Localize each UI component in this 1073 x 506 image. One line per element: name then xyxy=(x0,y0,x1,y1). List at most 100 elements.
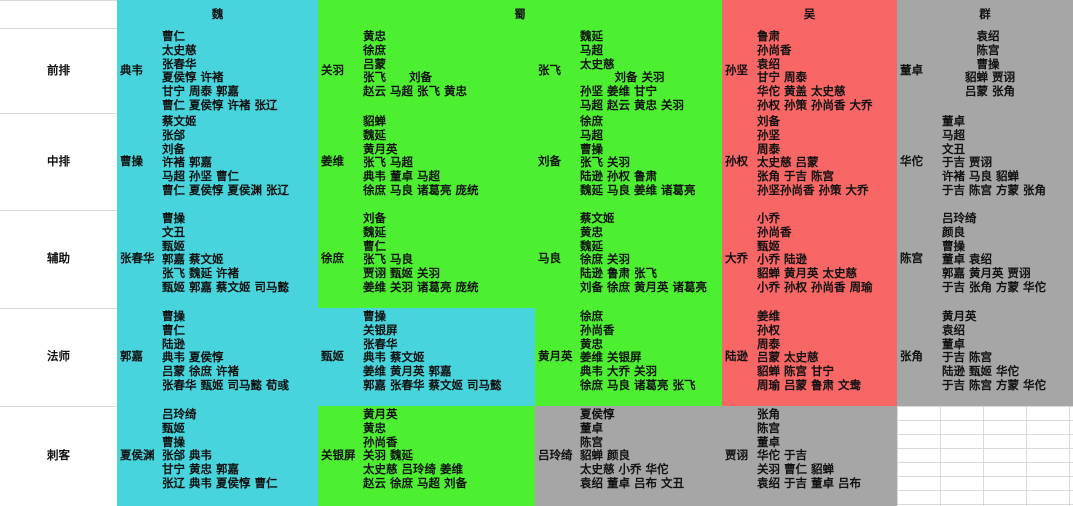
combo-line: 貂蝉 颜良 xyxy=(580,448,631,463)
combo-line: 陆逊 孙权 鲁肃 xyxy=(580,169,658,184)
faction-name: 吴 xyxy=(803,7,816,21)
combo-line: 蔡文姬 xyxy=(580,211,615,225)
cell xyxy=(897,113,1073,210)
combo-line: 黄月英 xyxy=(942,309,977,323)
grid-line xyxy=(983,406,984,506)
combo-line: 魏延 马良 姜维 诸葛亮 xyxy=(580,183,696,197)
combo-line: 黄忠 xyxy=(363,29,386,43)
combo-line: 夏侯惇 xyxy=(580,407,615,421)
main-hero: 刘备 xyxy=(538,153,561,168)
combo-line: 陈宫 xyxy=(757,420,780,435)
combo-line: 于吉 陈宫 方蒙 华佗 xyxy=(942,378,1047,392)
grid-line xyxy=(940,406,941,506)
combo-line: 曹仁 夏侯惇 夏侯渊 张辽 xyxy=(162,183,290,197)
combo-line: 甘宁 周泰 郭嘉 xyxy=(162,84,240,99)
combo-line: 颜良 xyxy=(942,224,965,239)
combo-line: 甄姬 xyxy=(757,238,780,253)
cell xyxy=(897,308,1073,406)
combo-line: 姜维 关银屏 xyxy=(580,350,642,365)
combo-line: 貂蝉 黄月英 太史慈 xyxy=(757,266,858,281)
combo-line: 郭嘉 蔡文姬 xyxy=(162,252,224,267)
main-hero: 孙坚 xyxy=(725,62,748,77)
combo-line: 孙坚 姜维 甘宁 xyxy=(580,84,658,99)
combo-line: 曹操 xyxy=(942,56,1000,71)
combo-line: 孙权 孙策 孙尚香 大乔 xyxy=(757,98,873,112)
grid-line xyxy=(897,406,1073,407)
combo-line: 张飞 刘备 xyxy=(363,70,432,85)
combo-line: 刘备 关羽 xyxy=(580,70,665,85)
combo-line: 曹仁 xyxy=(162,322,185,337)
combo-line: 孙尚香 xyxy=(757,224,792,239)
combo-line: 徐庶 xyxy=(580,114,603,128)
row-label: 中排 xyxy=(47,153,70,168)
combo-line: 孙尚香 xyxy=(580,322,615,337)
combo-line: 张飞 魏延 许褚 xyxy=(162,266,240,281)
combo-line: 袁绍 xyxy=(757,56,780,71)
combo-line: 徐庶 关羽 xyxy=(580,252,631,267)
combo-line: 周泰 xyxy=(757,141,780,156)
combo-line: 孙尚香 xyxy=(757,42,792,57)
main-hero: 华佗 xyxy=(900,153,923,168)
combo-line: 曹操 xyxy=(162,309,185,323)
combo-line: 孙尚香 xyxy=(363,434,398,449)
combo-line: 关羽 曹仁 貂蝉 xyxy=(757,462,835,477)
cell xyxy=(897,210,1073,308)
combo-line: 蔡文姬 xyxy=(162,114,197,128)
combo-line: 陆逊 xyxy=(162,336,185,351)
faction-name: 魏 xyxy=(211,7,224,21)
combo-line: 吕玲绮 xyxy=(162,407,197,421)
combo-line: 姜维 关羽 诸葛亮 庞统 xyxy=(363,280,479,294)
combo-line: 太史慈 小乔 华佗 xyxy=(580,462,669,477)
combo-line: 张飞 关羽 xyxy=(580,155,631,170)
row-label: 辅助 xyxy=(47,251,70,265)
combo-line: 董卓 xyxy=(757,434,780,449)
faction-header xyxy=(318,0,722,28)
combo-line: 赵云 徐庶 马超 刘备 xyxy=(363,476,468,490)
combo-line: 马超 xyxy=(942,127,965,142)
main-hero: 马良 xyxy=(538,251,561,265)
combo-line: 许褚 马良 貂蝉 xyxy=(942,169,1020,184)
combo-line: 太史慈 xyxy=(162,42,197,57)
grid-line xyxy=(897,448,1073,449)
cell xyxy=(535,113,722,210)
cell xyxy=(722,113,897,210)
main-hero: 曹操 xyxy=(120,153,143,168)
combo-line: 甘宁 黄忠 郭嘉 xyxy=(162,462,240,477)
combo-line: 徐庶 xyxy=(363,42,386,57)
combo-line: 许褚 郭嘉 xyxy=(162,155,213,170)
main-hero: 姜维 xyxy=(321,153,344,168)
combo-line: 文丑 xyxy=(162,224,185,239)
combo-line: 小乔 陆逊 xyxy=(757,252,808,267)
combo-line: 典韦 大乔 关羽 xyxy=(580,364,658,379)
combo-line: 典韦 蔡文姬 xyxy=(363,350,425,365)
main-hero: 甄姬 xyxy=(321,349,344,363)
combo-line: 袁绍 董卓 吕布 文丑 xyxy=(580,476,685,490)
cell xyxy=(535,406,722,506)
combo-line: 曹操 xyxy=(363,309,386,323)
combo-line: 关银屏 xyxy=(363,322,398,337)
grid-line xyxy=(1069,406,1070,506)
combo-line: 于吉 陈宫 xyxy=(942,350,993,365)
combo-line: 曹操 xyxy=(942,238,965,253)
combo-line: 张春华 甄姬 司马懿 荀彧 xyxy=(162,378,290,392)
combo-line: 姜维 xyxy=(757,309,780,323)
combo-line: 张辽 典韦 夏侯惇 曹仁 xyxy=(162,476,278,490)
cell xyxy=(117,406,318,506)
combo-line: 黄忠 xyxy=(580,224,603,239)
combo-line: 张飞 马超 xyxy=(363,155,414,170)
combo-line: 刘备 xyxy=(363,211,386,225)
combo-line: 甄姬 郭嘉 蔡文姬 司马懿 xyxy=(162,280,290,294)
combo-line: 张春华 xyxy=(363,336,398,351)
combo-line: 小乔 xyxy=(757,211,780,225)
combo-line: 甄姬 xyxy=(162,420,185,435)
cell xyxy=(318,210,535,308)
combo-line: 马超 xyxy=(580,127,603,142)
combo-line: 张春华 xyxy=(162,56,197,71)
combo-line: 夏侯惇 许褚 xyxy=(162,70,224,85)
combo-line: 貂蝉 贾诩 xyxy=(942,70,1016,85)
grid-line xyxy=(1026,406,1027,506)
combo-line: 于吉 张角 方蒙 华佗 xyxy=(942,280,1047,294)
combo-line: 黄月英 xyxy=(363,141,398,156)
main-hero: 吕玲绮 xyxy=(538,448,573,462)
